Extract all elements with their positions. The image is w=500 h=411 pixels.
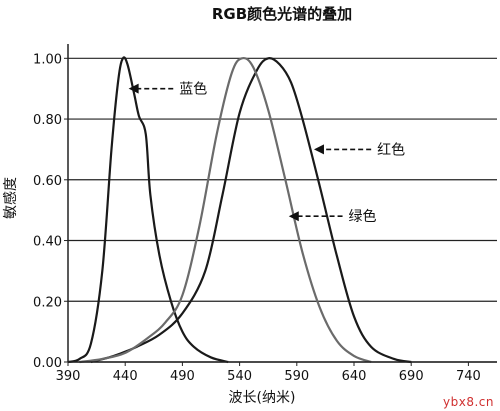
axes (67, 44, 497, 363)
annotation-label: 绿色 (349, 208, 377, 225)
annotation-arrow-head (128, 83, 139, 94)
y-tick-label: 0.80 (33, 113, 62, 128)
y-tick-label: 0.20 (33, 295, 62, 310)
grid-lines (68, 57, 497, 363)
x-tick-label: 640 (342, 369, 367, 384)
y-axis-label: 敏感度 (2, 177, 19, 219)
annotation-label: 红色 (377, 141, 405, 158)
x-tick-label: 690 (399, 369, 424, 384)
chart-title: RGB颜色光谱的叠加 (212, 5, 352, 23)
y-tick-label: 0.60 (33, 174, 62, 189)
watermark: ybx8.cn (443, 395, 494, 409)
x-tick-label: 540 (227, 369, 252, 384)
annotation-arrow-head (288, 211, 299, 222)
annotation-arrow-head (313, 144, 324, 155)
annotation-label: 蓝色 (179, 81, 207, 98)
y-tick-label: 0.00 (33, 356, 62, 371)
tick-labels: 0.00 0.20 0.40 0.60 0.80 1.00 390 440 490 540 590 6… (33, 52, 481, 384)
x-tick-label: 490 (170, 369, 195, 384)
x-tick-label: 440 (113, 369, 138, 384)
x-tick-label: 590 (284, 369, 309, 384)
x-tick-label: 390 (56, 369, 81, 384)
series-line-0 (67, 56, 229, 364)
x-axis-label: 波长(纳米) (229, 390, 296, 406)
series-lines (67, 56, 412, 364)
series-line-1 (90, 57, 412, 364)
y-tick-label: 0.40 (33, 235, 62, 250)
watermark-text: ybx8.cn (443, 395, 494, 409)
x-tick-label: 740 (456, 369, 481, 384)
series-line-2 (79, 56, 372, 364)
y-tick-label: 1.00 (33, 52, 62, 67)
